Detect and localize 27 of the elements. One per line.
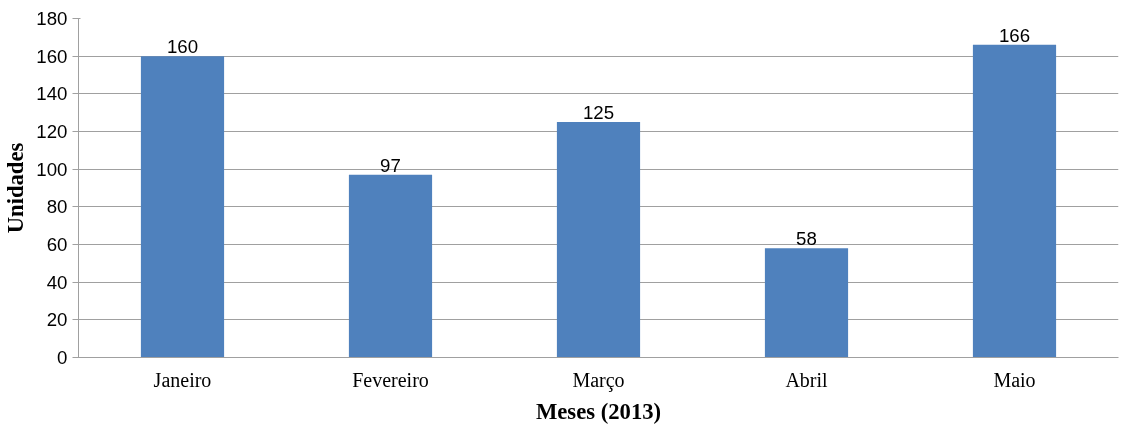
data-label: 160 [166,36,199,58]
y-axis-title: Unidades [3,142,29,234]
y-tick-label: 0 [57,347,68,368]
bar [140,56,225,358]
x-tick-label: Maio [993,368,1036,391]
y-tick-label: 20 [46,309,68,331]
bar [556,122,641,358]
y-tick-label: 180 [36,8,68,29]
x-tick-label: Março [572,368,625,392]
y-tick-label: 80 [46,196,68,218]
data-label: 58 [796,228,817,250]
y-tick-label: 40 [46,271,68,293]
y-tick-label: 100 [36,158,68,180]
x-tick-label: Janeiro [153,368,212,391]
y-tick-label: 60 [46,234,68,255]
data-label: 125 [582,102,615,124]
x-axis-title: Meses (2013) [535,398,662,424]
y-tick-label: 120 [36,121,68,142]
bar [348,174,433,358]
x-tick-label: Abril [785,368,829,391]
data-label: 166 [998,24,1031,46]
y-tick-label: 160 [36,45,68,67]
bar [764,248,849,358]
data-label: 97 [380,154,401,176]
bar [972,44,1057,358]
y-tick-label: 140 [36,83,68,105]
x-tick-label: Fevereiro [352,368,429,391]
